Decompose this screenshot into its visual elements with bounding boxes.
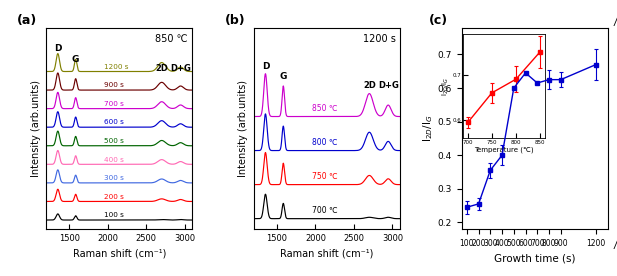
Text: 750 ℃: 750 ℃	[312, 172, 337, 181]
Text: 850 ℃: 850 ℃	[155, 34, 188, 44]
Text: D: D	[54, 44, 62, 53]
X-axis label: Raman shift (cm⁻¹): Raman shift (cm⁻¹)	[280, 248, 374, 259]
Text: 2D: 2D	[155, 63, 168, 73]
Text: D+G: D+G	[378, 81, 399, 90]
Text: 700 s: 700 s	[104, 101, 124, 107]
Text: 500 s: 500 s	[104, 138, 124, 144]
Text: 400 s: 400 s	[104, 156, 124, 163]
X-axis label: Growth time (s): Growth time (s)	[494, 253, 576, 263]
Text: 300 s: 300 s	[104, 175, 124, 181]
Y-axis label: I$_{2D}$/I$_G$: I$_{2D}$/I$_G$	[421, 115, 434, 142]
Text: 800 ℃: 800 ℃	[312, 138, 337, 147]
Text: 700 ℃: 700 ℃	[312, 206, 337, 215]
Y-axis label: Intensity (arb.units): Intensity (arb.units)	[31, 80, 41, 177]
Text: (b): (b)	[225, 14, 246, 26]
Text: D: D	[262, 62, 269, 71]
Text: G: G	[280, 72, 287, 81]
Text: D+G: D+G	[170, 63, 191, 73]
X-axis label: Raman shift (cm⁻¹): Raman shift (cm⁻¹)	[73, 248, 166, 259]
Text: (a): (a)	[17, 14, 37, 26]
Text: 1200 s: 1200 s	[363, 34, 395, 44]
Text: (c): (c)	[429, 14, 449, 26]
Text: 1200 s: 1200 s	[104, 64, 128, 70]
Text: //: //	[612, 17, 617, 26]
Text: G: G	[72, 55, 80, 63]
Text: 900 s: 900 s	[104, 82, 124, 88]
Text: 100 s: 100 s	[104, 212, 124, 218]
Text: 600 s: 600 s	[104, 120, 124, 125]
Text: 850 ℃: 850 ℃	[312, 104, 337, 113]
Text: 200 s: 200 s	[104, 194, 124, 200]
Text: 2D: 2D	[363, 81, 376, 90]
Y-axis label: Intensity (arb.units): Intensity (arb.units)	[238, 80, 249, 177]
Text: //: //	[612, 240, 617, 250]
